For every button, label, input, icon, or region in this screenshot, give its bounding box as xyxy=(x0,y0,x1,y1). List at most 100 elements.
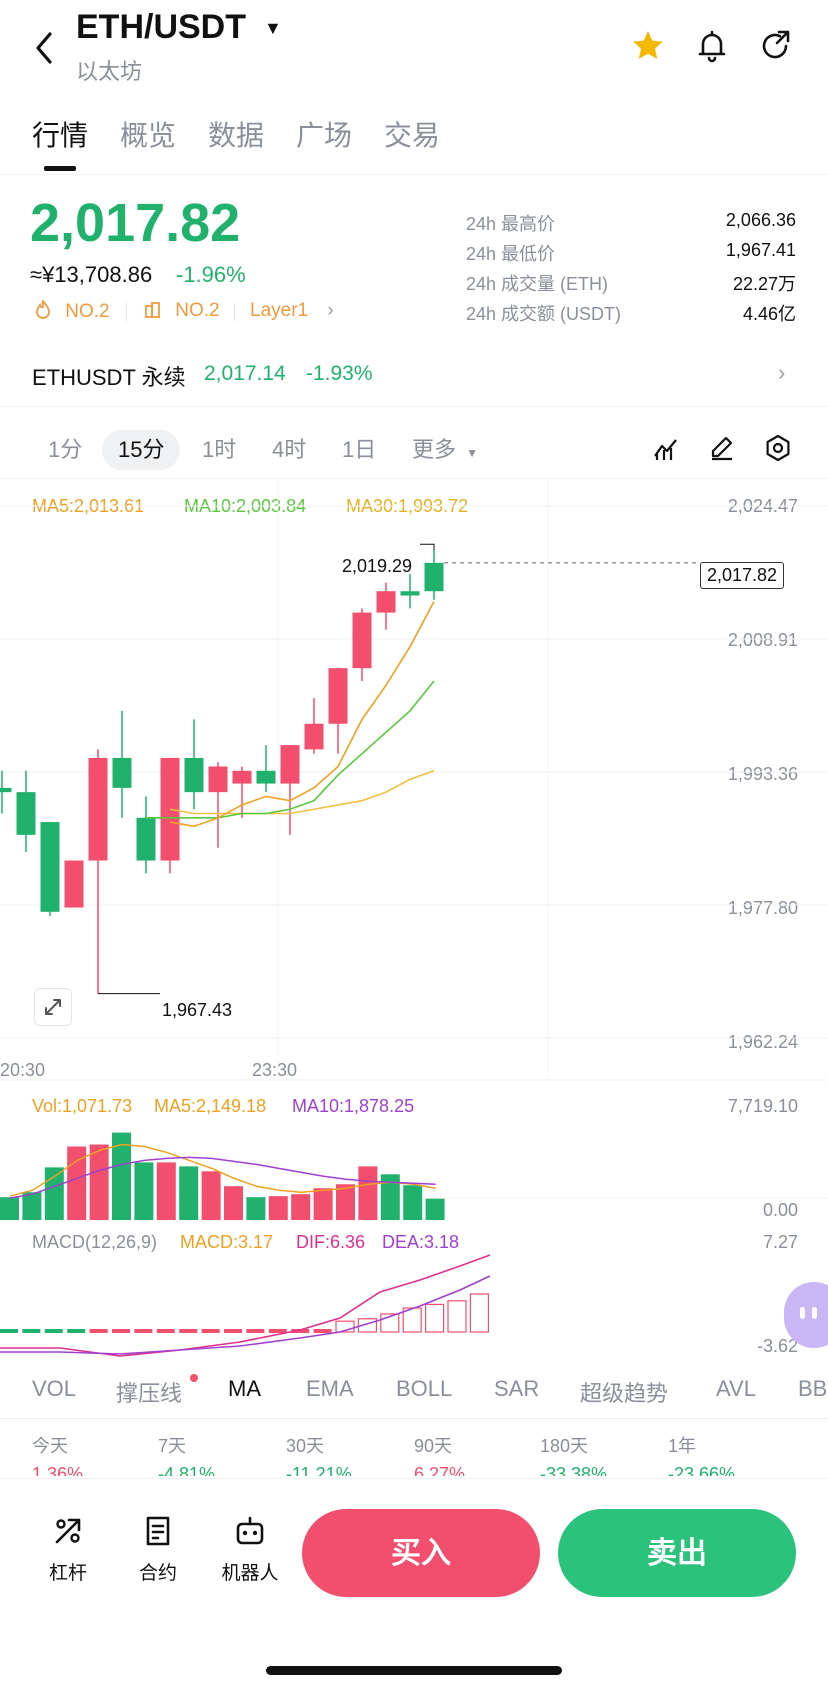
indicator-ema[interactable]: EMA xyxy=(306,1376,354,1401)
back-button[interactable] xyxy=(30,28,60,68)
volume-ma5-line xyxy=(9,1143,436,1197)
stat-low-label: 24h 最低价 xyxy=(466,244,556,264)
divider xyxy=(234,303,235,321)
indicator-boll[interactable]: BOLL xyxy=(396,1376,453,1401)
robot-button[interactable]: 机器人 xyxy=(218,1515,282,1585)
perpetual-row[interactable]: ETHUSDT 永续 2,017.14 -1.93% › xyxy=(0,352,828,407)
price-axis-label: 2,008.91 xyxy=(727,630,798,650)
macd-hist-bar xyxy=(0,1329,18,1333)
sector-tag[interactable]: Layer1 › xyxy=(250,300,334,322)
indicator-button[interactable] xyxy=(652,436,680,467)
kline-chart[interactable] xyxy=(0,480,828,1360)
stat-low-value: 1,967.41 xyxy=(725,240,796,260)
candle-body xyxy=(376,591,396,613)
settings-icon xyxy=(766,434,790,462)
tab-data[interactable]: 数据 xyxy=(208,120,265,151)
indicator-bb[interactable]: BB xyxy=(798,1376,828,1401)
contract-button[interactable]: 合约 xyxy=(128,1515,188,1585)
indicator-ma[interactable]: MA xyxy=(228,1376,261,1401)
interval-1h[interactable]: 1时 xyxy=(202,437,237,462)
macd-axis-label: -3.62 xyxy=(756,1336,798,1356)
buy-button[interactable]: 买入 xyxy=(302,1509,540,1597)
tab-trade[interactable]: 交易 xyxy=(384,120,441,151)
perf-label: 今天 xyxy=(32,1436,68,1456)
vol-ma5-label: MA5:2,149.18 xyxy=(154,1096,267,1116)
sell-button[interactable]: 卖出 xyxy=(558,1509,796,1597)
perpetual-name: ETHUSDT 永续 xyxy=(32,365,186,390)
macd-hist-bar xyxy=(89,1329,108,1333)
volume-bar xyxy=(44,1167,64,1220)
candle-body xyxy=(0,787,12,793)
time-label: 23:30 xyxy=(252,1060,298,1080)
candle-body xyxy=(280,745,300,784)
contract-icon xyxy=(146,1516,170,1546)
stat-turnover-label: 24h 成交额 (USDT) xyxy=(466,304,622,324)
volume-bar xyxy=(156,1162,176,1220)
alert-button[interactable] xyxy=(694,28,730,64)
volume-bar xyxy=(425,1198,445,1220)
chart-bars-icon xyxy=(145,302,160,318)
flame-icon xyxy=(36,299,50,319)
settings-button[interactable] xyxy=(764,434,792,467)
ma5-line xyxy=(169,601,435,828)
perpetual-price: 2,017.14 xyxy=(204,362,286,385)
candle-body xyxy=(112,757,132,788)
share-button[interactable] xyxy=(758,28,794,64)
macd-value: MACD:3.17 xyxy=(180,1232,274,1252)
caret-down-icon[interactable]: ▼ xyxy=(264,18,282,38)
expand-button[interactable] xyxy=(34,988,72,1026)
tab-market[interactable]: 行情 xyxy=(32,120,89,151)
candle-body xyxy=(184,757,204,793)
candle-body xyxy=(40,822,60,912)
perf-label: 90天 xyxy=(414,1436,453,1456)
home-indicator xyxy=(266,1666,562,1675)
indicator-icon xyxy=(654,439,677,460)
indicator-sar[interactable]: SAR xyxy=(494,1376,540,1401)
high-marker: 2,019.29 xyxy=(342,556,413,576)
pair-title[interactable]: ETH/USDT xyxy=(76,8,246,46)
leverage-button[interactable]: 杠杆 xyxy=(38,1515,98,1585)
interval-more[interactable]: 更多 ▼ xyxy=(412,430,478,470)
tab-square[interactable]: 广场 xyxy=(296,120,353,151)
indicator-avl[interactable]: AVL xyxy=(716,1376,756,1401)
macd-hist-bar xyxy=(179,1329,198,1333)
perf-value: -4.81% xyxy=(158,1464,216,1476)
perf-value: -33.38% xyxy=(540,1464,608,1476)
macd-hist-bar xyxy=(22,1329,41,1333)
candle-body xyxy=(328,668,348,724)
indicator-supertrend[interactable]: 超级趋势 xyxy=(580,1381,669,1406)
assistant-bubble[interactable] xyxy=(784,1282,828,1348)
macd-hist-bar xyxy=(357,1318,377,1333)
volume-bar xyxy=(224,1186,243,1220)
dif-value: DIF:6.36 xyxy=(296,1232,366,1252)
stat-high-value: 2,066.36 xyxy=(725,210,796,230)
draw-button[interactable] xyxy=(708,434,736,467)
vol-ma10-label: MA10:1,878.25 xyxy=(292,1096,415,1116)
rank-hot[interactable]: NO.2 xyxy=(34,299,110,323)
volume-bar xyxy=(0,1197,19,1220)
expand-icon xyxy=(45,999,61,1015)
tab-overview[interactable]: 概览 xyxy=(120,120,177,151)
indicator-support-resistance[interactable]: 撑压线 xyxy=(116,1381,183,1406)
stat-volume-label: 24h 成交量 (ETH) xyxy=(466,274,609,294)
price-cny: ≈¥13,708.86 xyxy=(30,262,153,287)
macd-hist-bar xyxy=(380,1313,400,1333)
favorite-button[interactable] xyxy=(630,28,666,64)
price-axis-label: 1,962.24 xyxy=(727,1032,798,1052)
rank-cap[interactable]: NO.2 xyxy=(144,300,220,322)
indicator-vol[interactable]: VOL xyxy=(32,1376,77,1401)
interval-4h[interactable]: 4时 xyxy=(272,437,307,462)
star-icon xyxy=(633,31,663,59)
volume-bar xyxy=(336,1184,355,1220)
candle-body xyxy=(232,770,252,784)
interval-1d[interactable]: 1日 xyxy=(342,437,377,462)
header: ETH/USDT ▼ 以太坊 xyxy=(0,0,828,100)
interval-1m[interactable]: 1分 xyxy=(48,437,83,462)
macd-hist-bar xyxy=(44,1329,63,1333)
interval-15m[interactable]: 15分 xyxy=(102,430,181,470)
candle-body xyxy=(424,562,444,592)
divider xyxy=(126,303,127,321)
dif-line xyxy=(0,1254,491,1357)
price-change: -1.96% xyxy=(176,262,246,287)
contract-label: 合约 xyxy=(138,1563,177,1584)
